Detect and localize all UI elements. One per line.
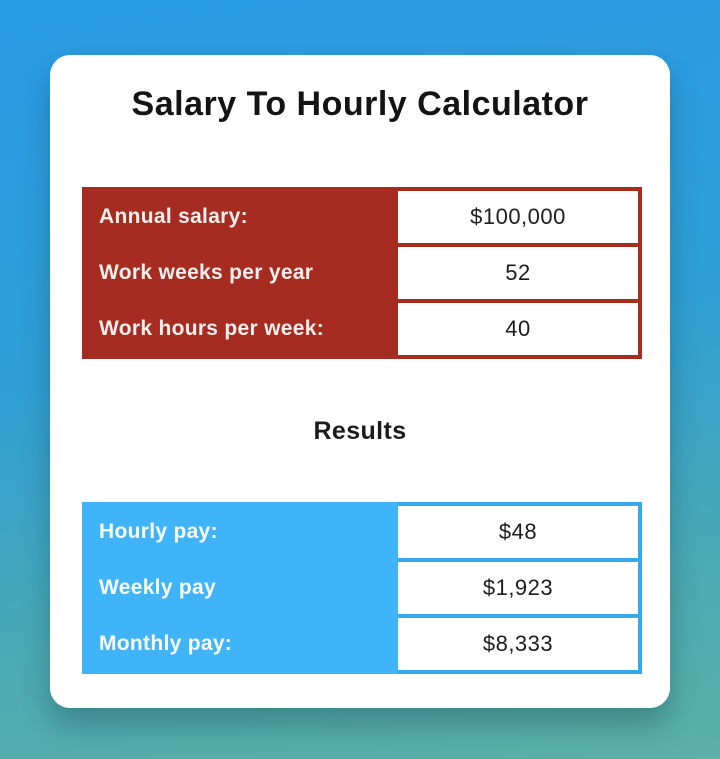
- monthly-pay-label: Monthly pay:: [82, 614, 398, 674]
- work-weeks-value-field[interactable]: 52: [394, 243, 642, 303]
- input-row-work-hours: Work hours per week: 40: [82, 299, 642, 359]
- weekly-pay-label: Weekly pay: [82, 558, 398, 618]
- work-weeks-label: Work weeks per year: [82, 243, 398, 303]
- result-row-weekly-pay: Weekly pay $1,923: [82, 558, 642, 618]
- result-row-monthly-pay: Monthly pay: $8,333: [82, 614, 642, 674]
- result-row-hourly-pay: Hourly pay: $48: [82, 502, 642, 562]
- weekly-pay-value: $1,923: [394, 558, 642, 618]
- page-title: Salary To Hourly Calculator: [131, 85, 589, 123]
- calculator-card: Salary To Hourly Calculator Annual salar…: [50, 55, 670, 708]
- work-hours-label: Work hours per week:: [82, 299, 398, 359]
- annual-salary-value-field[interactable]: $100,000: [394, 187, 642, 247]
- hourly-pay-value: $48: [394, 502, 642, 562]
- results-table: Hourly pay: $48 Weekly pay $1,923 Monthl…: [82, 502, 642, 674]
- hourly-pay-label: Hourly pay:: [82, 502, 398, 562]
- monthly-pay-value: $8,333: [394, 614, 642, 674]
- input-table: Annual salary: $100,000 Work weeks per y…: [82, 187, 642, 359]
- annual-salary-label: Annual salary:: [82, 187, 398, 247]
- input-row-annual-salary: Annual salary: $100,000: [82, 187, 642, 247]
- results-heading: Results: [313, 417, 407, 445]
- input-row-work-weeks: Work weeks per year 52: [82, 243, 642, 303]
- work-hours-value-field[interactable]: 40: [394, 299, 642, 359]
